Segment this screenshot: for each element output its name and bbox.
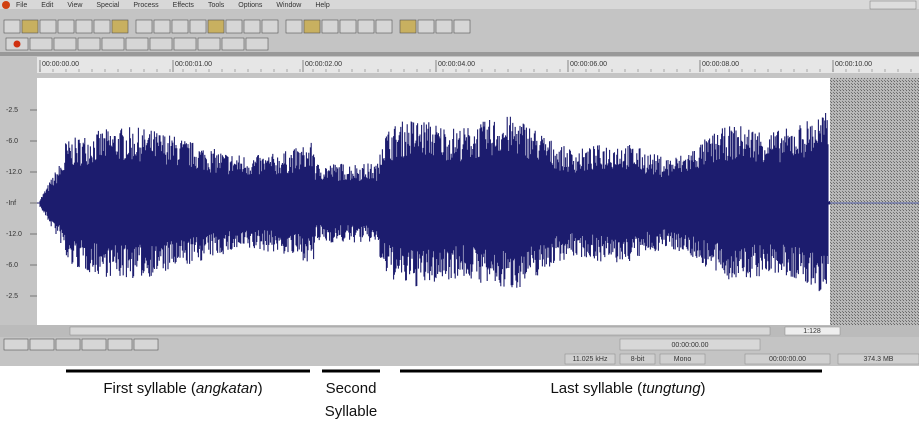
transport-button[interactable] [53, 37, 77, 51]
amplitude-label: -2.5 [6, 107, 18, 114]
status-channels: Mono [674, 356, 692, 363]
scroll-thumb[interactable] [69, 326, 771, 336]
amplitude-label: -Inf [6, 200, 16, 207]
waveform [37, 113, 831, 292]
status-free-space: 374.3 MB [864, 356, 894, 363]
tool-button[interactable] [207, 19, 225, 34]
caption-last: Last syllable (tungtung) [550, 380, 705, 397]
caption-second: Syllable [325, 403, 378, 420]
amplitude-scale [0, 78, 37, 325]
amplitude-label: -12.0 [6, 169, 22, 176]
menu-item[interactable]: Tools [208, 2, 225, 9]
status-cell [744, 353, 831, 365]
tool-button[interactable] [171, 19, 189, 34]
play-button[interactable] [81, 338, 107, 351]
play-button[interactable] [107, 338, 133, 351]
tool-button[interactable] [417, 19, 435, 34]
tool-button[interactable] [339, 19, 357, 34]
position-box [619, 338, 761, 351]
menu-item[interactable]: Help [315, 2, 330, 9]
ruler-label: 00:00:00.00 [42, 61, 79, 68]
record-button[interactable] [13, 40, 21, 48]
tool-button[interactable] [357, 19, 375, 34]
transport-button[interactable] [197, 37, 221, 51]
transport-button[interactable] [77, 37, 101, 51]
tool-button[interactable] [399, 19, 417, 34]
amplitude-label: -6.0 [6, 138, 18, 145]
position: 00:00:00.00 [672, 342, 709, 349]
zoom-label: 1:128 [803, 328, 821, 335]
status-cell [837, 353, 919, 365]
status-bit-depth: 8-bit [631, 356, 645, 363]
transport-button[interactable] [101, 37, 125, 51]
zoom-box [784, 326, 841, 336]
menu-item[interactable]: Effects [173, 2, 195, 9]
tool-button[interactable] [3, 19, 21, 34]
menu-item[interactable]: Process [133, 2, 159, 9]
amplitude-label: -2.5 [6, 293, 18, 300]
status-sample-rate: 11.025 kHz [573, 356, 608, 363]
app-icon [2, 1, 10, 9]
status-cell [659, 353, 706, 365]
transport-button[interactable] [245, 37, 269, 51]
time-ruler [37, 57, 919, 73]
tool-button[interactable] [321, 19, 339, 34]
tool-button[interactable] [75, 19, 93, 34]
tool-button[interactable] [135, 19, 153, 34]
tool-button[interactable] [57, 19, 75, 34]
caption-second: Second [326, 380, 377, 397]
tool-button[interactable] [39, 19, 57, 34]
menu-item[interactable]: Special [96, 2, 119, 9]
tool-button[interactable] [93, 19, 111, 34]
tool-button[interactable] [285, 19, 303, 34]
tool-button[interactable] [303, 19, 321, 34]
transport-button[interactable] [149, 37, 173, 51]
tool-button[interactable] [225, 19, 243, 34]
transport-button[interactable] [29, 37, 53, 51]
ruler-label: 00:00:06.00 [570, 61, 607, 68]
transport-button[interactable] [173, 37, 197, 51]
separator [0, 52, 919, 56]
ruler-label: 00:00:01.00 [175, 61, 212, 68]
ruler-label: 00:00:10.00 [835, 61, 872, 68]
menu-item[interactable]: Options [238, 2, 263, 9]
ruler-label: 00:00:04.00 [438, 61, 475, 68]
play-button[interactable] [29, 338, 55, 351]
menu-item[interactable]: View [67, 2, 83, 9]
ruler-label: 00:00:02.00 [305, 61, 342, 68]
tool-button[interactable] [21, 19, 39, 34]
tool-button[interactable] [243, 19, 261, 34]
caption-first: First syllable (angkatan) [103, 380, 262, 397]
ruler-label: 00:00:08.00 [702, 61, 739, 68]
menu-item[interactable]: Edit [41, 2, 53, 9]
amplitude-label: -6.0 [6, 262, 18, 269]
tool-button[interactable] [453, 19, 471, 34]
play-button[interactable] [133, 338, 159, 351]
transport-button[interactable] [221, 37, 245, 51]
tool-button[interactable] [261, 19, 279, 34]
tool-button[interactable] [189, 19, 207, 34]
menu-item[interactable]: File [16, 2, 27, 9]
transport-button[interactable] [125, 37, 149, 51]
empty-region [830, 78, 919, 325]
status-time: 00:00:00.00 [769, 356, 806, 363]
status-cell [564, 353, 616, 365]
menu-bar [0, 0, 919, 9]
play-button[interactable] [55, 338, 81, 351]
amplitude-label: -12.0 [6, 231, 22, 238]
tool-button[interactable] [111, 19, 129, 34]
status-cell [619, 353, 656, 365]
window-controls[interactable] [869, 0, 917, 10]
tool-button[interactable] [375, 19, 393, 34]
play-button[interactable] [3, 338, 29, 351]
tool-button[interactable] [435, 19, 453, 34]
tool-button[interactable] [153, 19, 171, 34]
menu-item[interactable]: Window [276, 2, 302, 9]
